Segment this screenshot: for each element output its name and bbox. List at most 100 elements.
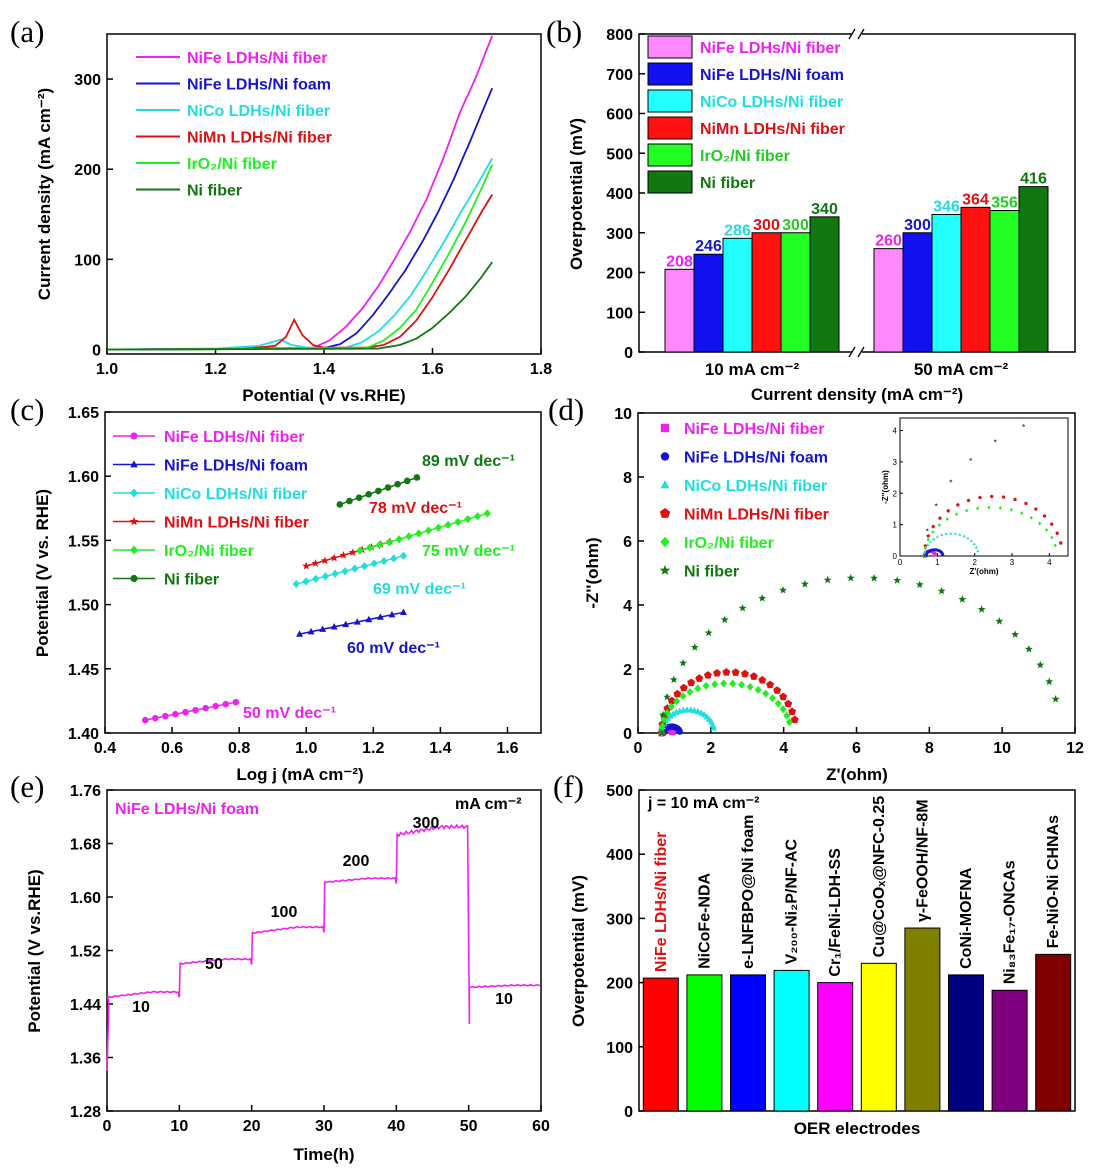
panel-b-bar-label: 356 [991,194,1018,211]
panel-c-data-point [353,618,361,625]
panel-a-legend-label: NiFe LDHs/Ni foam [187,77,331,94]
panel-d-inset-point [944,532,948,536]
panel-c-data-point [375,487,382,495]
panel-a-series-line [107,87,494,351]
panel-c-x-tick-label: 1.6 [496,740,518,757]
panel-d-data-point [1024,645,1033,653]
panel-d-data-point [694,684,702,693]
panel-c-y-tick-label: 1.45 [68,662,99,679]
panel-c-data-point [483,509,491,518]
panel-d-data-point [977,605,986,613]
panel-c-fit-line [299,611,404,635]
panel-d-data-point [703,671,712,679]
panel-b-bar-label: 260 [875,233,902,250]
panel-d-inset-point [938,516,942,520]
panel-d-data-point [746,682,754,691]
panel-d-data-point [846,573,855,582]
panel-a-ylabel: Current density (mA cm⁻²) [35,88,54,300]
panel-d-inset-point [1001,495,1006,499]
panel-c-data-point [395,535,403,544]
panel-c-data-point [399,551,408,560]
panel-b-bar [931,213,962,353]
panel-b-legend-swatch [647,143,693,167]
panel-d-data-point [658,722,666,731]
panel-d-inset-xlabel: Z'(ohm) [969,567,998,576]
panel-d-y-tick-label: 2 [623,662,632,679]
panel-f-bar [686,974,723,1112]
panel-d-data-point [669,728,676,736]
panel-b-bar [693,253,724,353]
panel-d-inset-point [923,545,927,550]
panel-label-e: (e) [10,769,44,804]
panel-c-data-point [394,480,401,488]
panel-d-data-point [749,672,758,680]
panel-f-y-tick-label: 0 [624,1104,633,1121]
panel-d-inset-point [998,506,1002,510]
panel-d-data-point [790,715,799,724]
panel-c-data-point [380,556,388,566]
panel-f-bar [860,962,897,1112]
panel-b-axis-break [852,347,862,357]
panel-c-data-point [388,610,396,618]
panel-b-legend-swatch [647,116,693,140]
panel-d-data-point [713,669,721,677]
panel-d-data-point [720,679,728,688]
panel-b-bar-label: 300 [904,217,931,234]
panel-d-data-point [1011,630,1020,638]
panel-d-data-point [679,683,688,692]
panel-e-x-tick-label: 30 [315,1118,333,1135]
panel-b-axis-break-mark [848,346,856,358]
panel-b-y-tick-label: 500 [606,146,633,163]
panel-b-y-tick-label: 800 [606,27,633,44]
panel-b-legend-label: IrO₂/Ni fiber [700,148,790,165]
panel-c-slope-label: 69 mV dec⁻¹ [373,581,466,598]
panel-c-data-point [222,700,230,708]
panel-c-data-point [141,716,149,724]
panel-d-legend-label: IrO₂/Ni fiber [684,535,774,552]
panel-c-data-point [292,579,300,589]
panel-d-y-tick-label: 4 [623,598,632,615]
panel-f-bar [904,927,941,1112]
panel-c-data-point [307,627,315,635]
panel-c-data-point [192,706,199,714]
panel-b-bar-label: 300 [782,217,809,234]
panel-d-inset-point [966,498,971,502]
panel-d-data-point [1036,660,1045,669]
panel-b-bar-label: 340 [811,201,838,218]
panel-c-data-point [405,532,413,541]
panel-d-inset-point [949,531,953,535]
panel-c-legend-label: NiCo LDHs/Ni fiber [164,486,307,503]
panel-a-xlabel: Potential (V vs.RHE) [242,386,405,405]
panel-b-axis-break-mark [857,28,865,40]
panel-c-data-point [413,474,421,481]
panel-b-bar [722,237,753,353]
panel-e-step-label: 50 [205,956,223,973]
panel-d-legend-marker [660,480,670,489]
panel-d-data-point [915,580,924,589]
panel-d-data-point [784,699,793,708]
panel-c-data-point [330,623,338,630]
panel-a-y-tick-label: 100 [74,252,101,269]
panel-d-inset-point [1020,511,1024,516]
panel-f-y-tick-label: 200 [606,976,633,993]
panel-c-slope-label: 89 mV dec⁻¹ [422,453,515,470]
panel-c-slope-label: 75 mV dec⁻¹ [422,543,515,560]
panel-b-axis-break-mark [857,346,865,358]
panel-d-data-point [783,711,791,720]
panel-c-y-tick-label: 1.55 [68,533,99,550]
panel-c-data-point [341,567,349,576]
panel-d-data-point [893,576,902,584]
panel-d-inset-point [940,533,944,537]
panel-a-legend-label: IrO₂/Ni fiber [187,156,277,173]
panel-d-data-point [673,689,682,698]
panel-f: (f) 0 100 200 300 400 500 OER electrodes Overpot… [553,769,1076,1138]
panel-d-data-point [779,692,788,701]
panel-e-title: NiFe LDHs/Ni foam [115,801,259,818]
panel-d-data-point [663,692,672,701]
panel-d-inset-point [962,534,966,538]
panel-d-inset-point [1009,507,1014,512]
panel-b-y-tick-label: 400 [606,186,633,203]
panel-e-xlabel: Time(h) [293,1145,354,1164]
panel-d-data-point [788,707,797,715]
panel-b-bar-label: 416 [1020,171,1047,188]
